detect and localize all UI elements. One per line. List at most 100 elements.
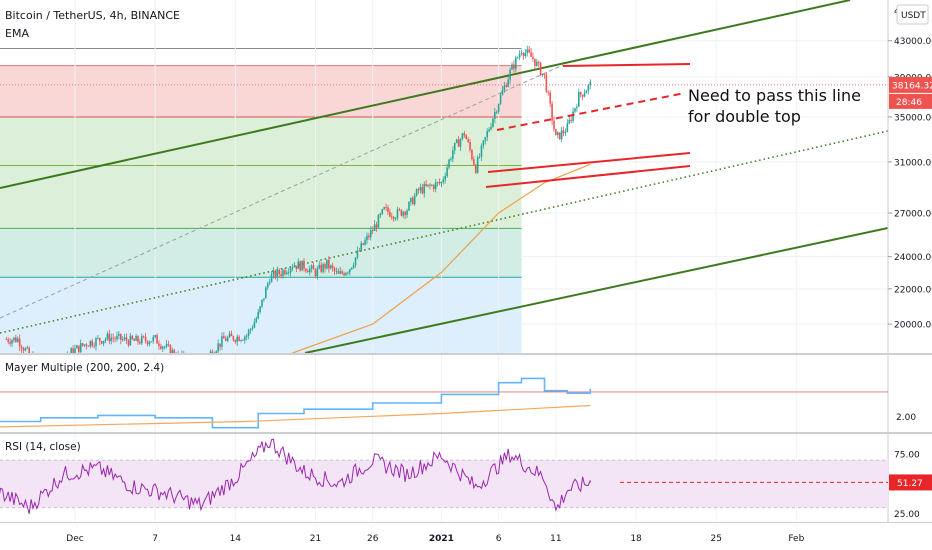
candle-body [287,272,290,274]
time-tick-label-3: 21 [310,534,321,544]
candle-body [356,250,359,258]
annotation-line-0: Need to pass this line [688,86,861,105]
candle-body [528,49,530,53]
candle-body [150,341,153,343]
candle-body [574,108,576,112]
candle-body [387,207,389,212]
candle-body [240,340,242,341]
candle-body [135,336,137,341]
fib-zone-0 [0,65,522,117]
candle-body [444,176,447,180]
price-tick-label-1: 22000.00 [894,285,932,295]
candle-body [328,259,330,269]
candle-body [551,103,553,121]
candle-body [81,343,84,346]
fib-zone-3 [0,277,522,353]
candle-body [95,338,97,347]
candle-body [121,339,124,340]
candle-body [469,141,471,151]
candle-body [255,318,258,323]
candle-body [515,57,517,69]
candle-body [286,272,288,274]
candle-body [455,139,458,143]
candle-body [383,207,385,210]
candle-body [495,111,498,113]
candle-body [87,345,90,347]
candle-body [123,337,126,340]
candle-body [503,85,506,91]
symbol-title: Bitcoin / TetherUS, 4h, BINANCE [5,9,181,22]
candle-body [301,260,303,271]
candle-body [553,120,555,130]
candle-body [518,53,521,58]
candle-body [259,306,261,313]
candle-body [337,271,340,274]
price-lines [0,0,888,353]
candle-body [486,131,488,138]
candle-body [169,345,172,353]
candle-body [404,211,406,216]
candle-body [564,132,567,133]
rsi-title: RSI (14, close) [5,441,81,453]
candle-body [410,197,412,202]
candle-body [206,359,208,360]
support-line-lower [485,165,691,188]
candle-body [93,345,95,347]
time-tick-label-7: 11 [550,534,561,544]
candle-body [520,53,523,54]
candle-body [137,336,139,342]
currency-badge [896,4,929,25]
candle-body [459,139,462,147]
candle-body [214,354,216,356]
rsi-last-badge [889,474,932,491]
mayer-title: Mayer Multiple (200, 200, 2.4) [5,362,164,374]
candle-body [587,84,590,91]
candle-body [562,130,565,133]
candle-body [526,49,529,53]
rsi-last-label: 51.27 [897,479,923,489]
candle-body [541,73,544,76]
candle-body [116,335,118,340]
candle-body [106,333,109,339]
candle-body [289,268,292,273]
candle-body [160,346,162,349]
candle-body [341,271,343,274]
price-tick-label-5: 35000.00 [894,113,932,123]
candle-body [578,92,580,107]
candle-body [331,265,334,268]
candle-body [307,271,309,273]
double-top-resistance [562,63,691,67]
candle-body [154,335,156,337]
candle-body [247,330,250,336]
candle-body [211,351,214,353]
candle-body [251,327,254,329]
candle-body [522,53,525,56]
candle-body [232,336,235,341]
candle-body [576,106,578,109]
candle-body [74,348,76,353]
candle-body [217,343,219,352]
candle-body [263,298,265,300]
candle-body [318,264,321,269]
candle-body [161,346,164,349]
candle-body [480,145,483,157]
candle-body [114,338,116,340]
candle-body [429,184,431,186]
candle-body [185,360,187,363]
dashed-diagonal [0,64,564,319]
candle-body [417,189,420,191]
candle-body [112,337,114,339]
candle-body [15,337,17,343]
candle-body [366,235,368,241]
candle-body [139,341,141,344]
candle-body [484,137,487,141]
dotted-trend-line [0,130,888,334]
candle-body [511,64,513,70]
candle-body [411,197,414,205]
candle-body [316,268,319,277]
candle-body [257,312,259,319]
candle-body [389,211,391,217]
candle-body [350,267,353,270]
mayer-tick-label-0: 2.00 [896,413,916,423]
